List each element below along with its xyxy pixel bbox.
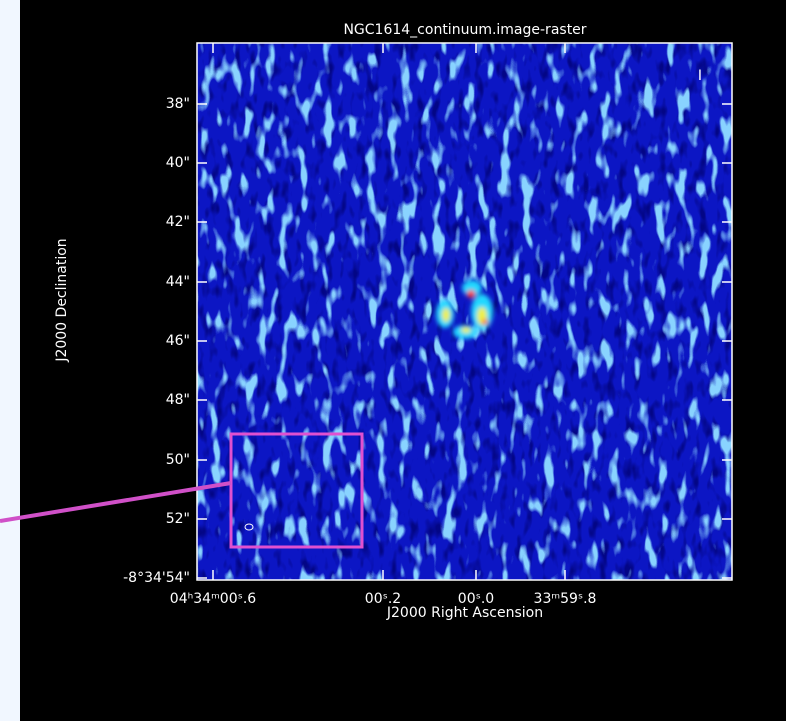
y-tick-label: 44" (166, 274, 190, 290)
y-tick-label: -8°34'54" (123, 570, 190, 586)
region-box[interactable] (229, 432, 364, 549)
x-axis-label: J2000 Right Ascension (386, 605, 543, 621)
source (436, 280, 493, 339)
y-tick-label: 46" (166, 333, 190, 349)
image-title: NGC1614_continuum.image-raster (343, 22, 586, 38)
y-tick-label: 50" (166, 452, 190, 468)
y-tick-label: 52" (166, 511, 190, 527)
y-axis-label: J2000 Declination (54, 238, 70, 362)
x-tick-label: 33ᵐ59ˢ.8 (534, 591, 597, 607)
x-tick-label: 00ˢ.2 (365, 591, 401, 607)
y-tick-label: 48" (166, 392, 190, 408)
frame (196, 42, 733, 581)
x-tick-label: 00ˢ.0 (458, 591, 494, 607)
y-tick-label: 38" (166, 96, 190, 112)
stokes-label: I (698, 68, 702, 84)
pointer-line (0, 481, 232, 523)
y-tick-label: 40" (166, 155, 190, 171)
y-tick-label: 42" (166, 214, 190, 230)
x-tick-label: 04ʰ34ᵐ00ˢ.6 (170, 591, 256, 607)
raster (197, 43, 732, 580)
contour (244, 523, 254, 531)
